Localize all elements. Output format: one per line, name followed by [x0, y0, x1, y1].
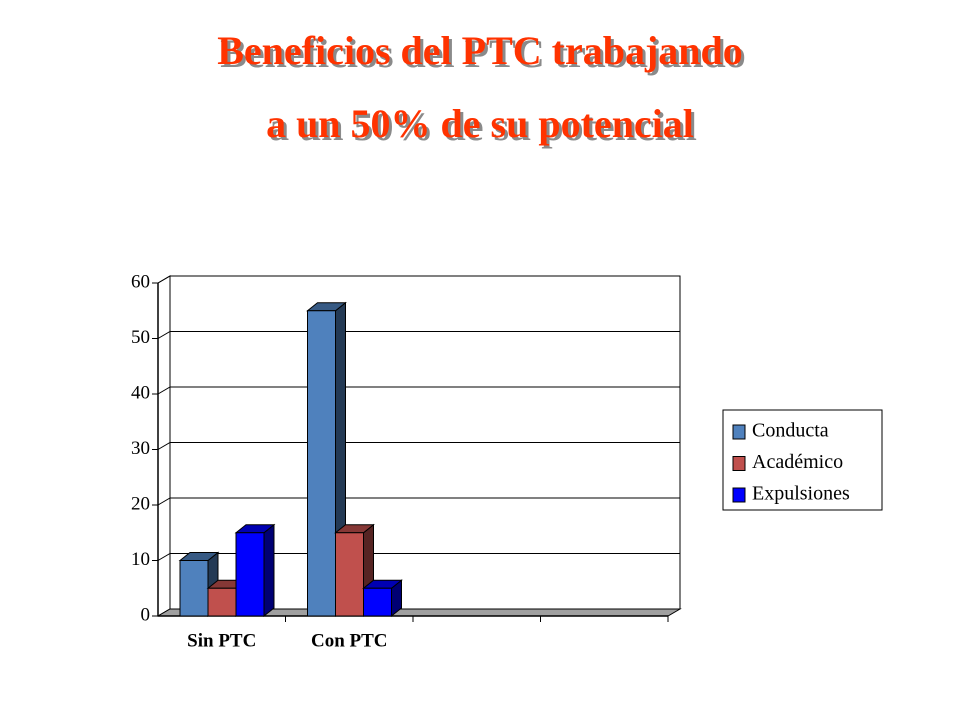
grid-line [157, 331, 680, 339]
y-tick-label: 20 [131, 493, 150, 514]
y-tick-label: 60 [131, 271, 150, 292]
legend-box [722, 409, 883, 511]
legend-label: Conducta [752, 420, 829, 442]
bar-front [179, 560, 209, 617]
legend-swatch [732, 487, 746, 503]
title-shadow: a un 50% de su potencial [269, 104, 697, 149]
y-tick-label: 0 [141, 604, 151, 625]
y-tick-label: 30 [131, 438, 150, 459]
bar [362, 579, 403, 618]
legend-label: Expulsiones [752, 483, 850, 505]
bar-front [335, 532, 364, 617]
y-tick-label: 40 [131, 382, 150, 403]
bar-front [307, 310, 336, 617]
legend-swatch [732, 424, 746, 440]
grid-line [157, 553, 680, 561]
grid-line [157, 275, 680, 284]
grid-line [157, 386, 680, 395]
bar [234, 523, 276, 618]
x-tick-label: Con PTC [311, 630, 388, 651]
y-tick-label: 10 [131, 549, 150, 570]
bar-front [235, 532, 265, 617]
grid-line [157, 442, 680, 450]
x-tick-label: Sin PTC [187, 630, 256, 651]
legend-label: Académico [752, 451, 843, 473]
chart-title: Beneficios del PTC trabajando [217, 28, 743, 73]
bar-side [263, 523, 275, 618]
y-tick-label: 50 [131, 327, 150, 348]
title-shadow: Beneficios del PTC trabajando [220, 31, 746, 76]
bar-front [207, 587, 237, 617]
chart-title: a un 50% de su potencial [266, 101, 694, 146]
legend-swatch [732, 456, 746, 471]
grid-line [157, 497, 680, 506]
bar-front [363, 587, 392, 617]
